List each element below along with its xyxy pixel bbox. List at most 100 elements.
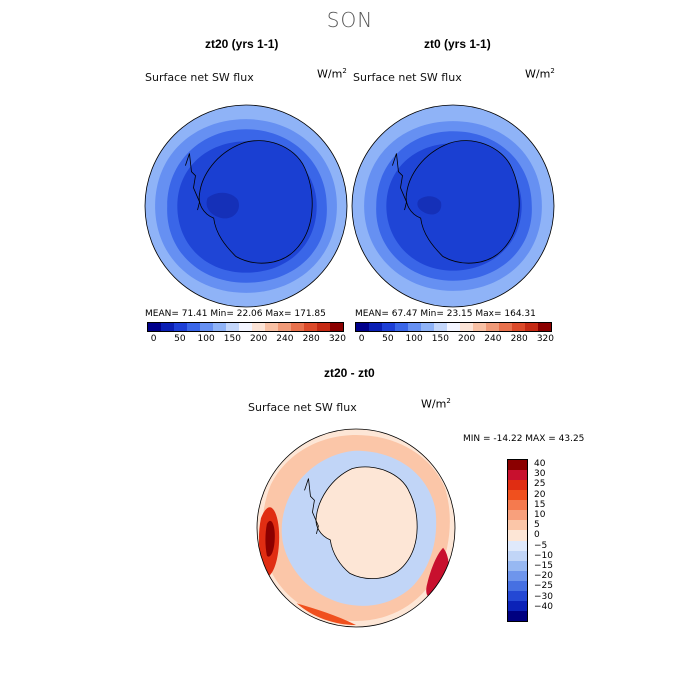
colorbar-tick-label: −5 <box>534 540 548 551</box>
colorbar-swatch <box>252 323 265 331</box>
deep-flux-patch <box>206 192 239 219</box>
polar-map-zt20 <box>144 104 348 308</box>
polar-map-diff <box>256 428 456 628</box>
colorbar-tick-label: 0 <box>534 530 540 541</box>
colorbar-swatch <box>161 323 174 331</box>
panel-title-diff: zt20 - zt0 <box>324 366 375 380</box>
antarctica-coastline <box>198 140 313 264</box>
colorbar-tick-label: 10 <box>534 510 546 521</box>
colorbar-swatch <box>460 323 473 331</box>
colorbar-swatch <box>174 323 187 331</box>
colorbar-swatch <box>508 530 527 541</box>
colorbar-swatch <box>226 323 239 331</box>
colorbar-swatch <box>538 323 551 331</box>
panel-title-zt20: zt20 (yrs 1-1) <box>205 37 279 51</box>
units-label-zt20: W/m2 <box>317 67 347 81</box>
colorbar-tick-label: −20 <box>534 571 553 582</box>
colorbar-swatch <box>187 323 200 331</box>
colorbar-swatch <box>434 323 447 331</box>
colorbar-ticks-diff: 40 30 25 20 15 10 5 0 −5 −10 −15 −20 −25 −30 −40 <box>534 459 564 622</box>
colorbar-tick-label: 5 <box>534 520 540 531</box>
colorbar-swatch <box>356 323 369 331</box>
colorbar-tick-label: −10 <box>534 550 553 561</box>
colorbar-swatch <box>508 540 527 551</box>
colorbar-swatch <box>200 323 213 331</box>
colorbar-zt20 <box>147 322 344 332</box>
colorbar-swatch <box>508 610 527 621</box>
peninsula-coastline <box>392 153 407 211</box>
colorbar-tick-label: 20 <box>534 489 546 500</box>
colorbar-tick-label: 320 <box>536 334 555 344</box>
colorbar-tick-label: 100 <box>405 334 423 344</box>
map-boundary <box>351 104 555 308</box>
panel-title-zt0: zt0 (yrs 1-1) <box>424 37 491 51</box>
colorbar-swatch <box>486 323 499 331</box>
colorbar-tick-label: 40 <box>534 459 546 470</box>
colorbar-tick-label: 0 <box>150 334 157 344</box>
colorbar-swatch <box>508 500 527 511</box>
colorbar-swatch <box>291 323 304 331</box>
peninsula-coastline <box>304 478 319 535</box>
colorbar-swatch <box>508 520 527 531</box>
colorbar-tick-label: 280 <box>510 334 528 344</box>
strong-anomaly-west <box>265 520 275 557</box>
colorbar-tick-label: 15 <box>534 499 546 510</box>
colorbar-swatch <box>382 323 395 331</box>
colorbar-tick-label: −30 <box>534 591 553 602</box>
colorbar-tick-label: −15 <box>534 560 553 571</box>
colorbar-swatch <box>148 323 161 331</box>
variable-label-zt20: Surface net SW flux <box>145 71 254 84</box>
antarctica-coastline <box>405 140 520 264</box>
peninsula-coastline <box>185 153 200 211</box>
colorbar-swatch <box>278 323 291 331</box>
colorbar-swatch <box>421 323 434 331</box>
colorbar-tick-label: 0 <box>358 334 365 344</box>
colorbar-tick-label: 150 <box>431 334 449 344</box>
colorbar-swatch <box>473 323 486 331</box>
colorbar-tick-label: 240 <box>484 334 502 344</box>
colorbar-tick-label: 25 <box>534 479 546 490</box>
stats-zt0: MEAN= 67.47 Min= 23.15 Max= 164.31 <box>355 309 536 319</box>
colorbar-tick-label: 50 <box>174 334 186 344</box>
map-boundary <box>144 104 348 308</box>
colorbar-tick-label: 100 <box>197 334 215 344</box>
colorbar-swatch <box>304 323 317 331</box>
colorbar-swatch <box>317 323 330 331</box>
figure-title: SON <box>326 8 374 32</box>
colorbar-ticks-zt0: 0 50 100 150 200 240 280 320 <box>355 334 555 346</box>
colorbar-swatch <box>508 590 527 601</box>
colorbar-swatch <box>512 323 525 331</box>
colorbar-swatch <box>408 323 421 331</box>
units-label-zt0: W/m2 <box>525 67 555 81</box>
colorbar-tick-label: 200 <box>458 334 476 344</box>
colorbar-tick-label: −40 <box>534 601 553 612</box>
colorbar-swatch <box>508 560 527 571</box>
colorbar-zt0 <box>355 322 552 332</box>
colorbar-swatch <box>239 323 252 331</box>
colorbar-swatch <box>508 550 527 561</box>
colorbar-swatch <box>525 323 538 331</box>
colorbar-tick-label: 280 <box>302 334 320 344</box>
stats-diff: MIN = -14.22 MAX = 43.25 <box>463 434 585 444</box>
colorbar-swatch <box>508 580 527 591</box>
colorbar-swatch <box>499 323 512 331</box>
colorbar-tick-label: 240 <box>276 334 294 344</box>
colorbar-diff <box>507 459 528 622</box>
variable-label-zt0: Surface net SW flux <box>353 71 462 84</box>
colorbar-swatch <box>508 600 527 611</box>
colorbar-swatch <box>265 323 278 331</box>
positive-anomaly-south <box>296 603 356 626</box>
colorbar-tick-label: 50 <box>382 334 394 344</box>
variable-label-diff: Surface net SW flux <box>248 401 357 414</box>
map-boundary <box>256 428 456 628</box>
colorbar-swatch <box>508 470 527 481</box>
polar-map-zt0 <box>351 104 555 308</box>
colorbar-swatch <box>508 460 527 471</box>
colorbar-swatch <box>508 490 527 501</box>
colorbar-tick-label: 30 <box>534 469 546 480</box>
colorbar-swatch <box>508 570 527 581</box>
units-label-diff: W/m2 <box>421 397 451 411</box>
antarctica-coastline <box>315 466 418 579</box>
colorbar-swatch <box>213 323 226 331</box>
colorbar-swatch <box>330 323 343 331</box>
